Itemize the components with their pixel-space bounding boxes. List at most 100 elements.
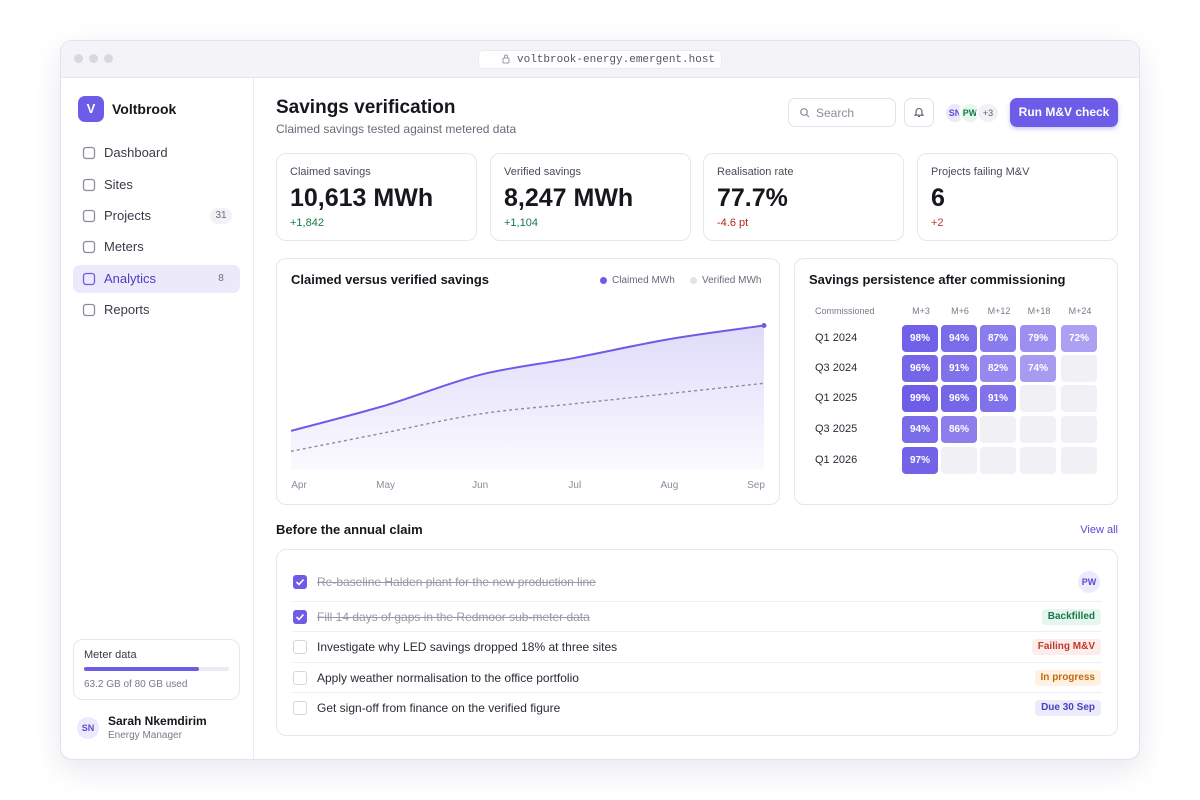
user-avatar: SN (77, 717, 99, 739)
icon (295, 578, 305, 586)
task-checkbox[interactable] (293, 640, 307, 654)
kpi-delta: +1,104 (504, 217, 538, 229)
header-more: +3 (976, 102, 1000, 124)
heatmap-column: M+12 (987, 306, 1011, 316)
heatmap-column: M+6 (951, 306, 969, 316)
user-name: Sarah Nkemdirim (108, 714, 207, 728)
icon (82, 146, 96, 160)
heatmap-empty (1020, 416, 1056, 443)
heatmap-empty (1061, 416, 1097, 443)
window-dot (89, 54, 98, 63)
nav-item[interactable]: Projects (104, 208, 151, 223)
task-text: Re-baseline Halden plant for the new pro… (317, 575, 596, 589)
task-checkbox[interactable] (293, 671, 307, 685)
heatmap-empty (1061, 385, 1097, 412)
icon (82, 178, 96, 192)
nav-active (73, 265, 240, 293)
kpi-card (703, 153, 904, 241)
heatmap-empty (980, 447, 1016, 474)
task-text: Fill 14 days of gaps in the Redmoor sub-… (317, 610, 590, 624)
storage-bar (84, 667, 199, 671)
search-icon (800, 108, 808, 116)
brand-name: Voltbrook (112, 101, 177, 117)
chart: Apr May Jun Jul Aug Sep (290, 323, 767, 491)
line (290, 382, 765, 452)
nav-icon (82, 178, 96, 192)
heatmap-empty (1020, 385, 1056, 412)
kpi-card (917, 153, 1118, 241)
heatmap-cell: 96% (941, 385, 977, 412)
task-tag: Failing M&V (1031, 639, 1101, 655)
kpi-label: Claimed savings (290, 166, 371, 178)
kpi-value: 77.7% (717, 184, 788, 212)
heatmap-cell: 98% (902, 325, 938, 352)
task-text: Investigate why LED savings dropped 18% … (317, 640, 618, 654)
kpi-label: Projects failing M&V (931, 166, 1030, 178)
search-box[interactable] (788, 98, 896, 127)
tasks-card (276, 549, 1118, 736)
task-tag: In progress (1034, 670, 1101, 686)
search-icon (806, 114, 810, 118)
lock-icon (502, 57, 510, 64)
tasks-link[interactable]: View all (1080, 524, 1118, 536)
nav-badge: 31 (210, 208, 232, 224)
heatmap-cell: 97% (902, 447, 938, 474)
nav-item[interactable]: Reports (104, 302, 150, 317)
heatmap-row-label: Q1 2025 (815, 392, 858, 404)
heatmap-title: Savings persistence after commissioning (809, 272, 1066, 287)
window-dot (74, 54, 83, 63)
legend-dot (600, 277, 607, 284)
heatmap-row-label: Q1 2026 (815, 454, 858, 466)
run-button[interactable]: Run M&V check (1010, 98, 1118, 127)
nav-icon (82, 146, 96, 160)
heatmap-cell: 79% (1020, 325, 1056, 352)
heatmap-cell: 82% (980, 355, 1016, 382)
task-divider (292, 601, 1102, 602)
legend-label: Claimed MWh (612, 275, 675, 286)
kpi-delta: +1,842 (290, 217, 324, 229)
nav-item[interactable]: Sites (104, 177, 133, 192)
nav-item[interactable]: Analytics (104, 271, 157, 286)
heatmap-cell: 74% (1020, 355, 1056, 382)
task-checkbox[interactable] (293, 575, 307, 589)
bell-button[interactable] (904, 98, 934, 127)
url: voltbrook-energy.emergent.host (517, 54, 716, 66)
x-tick-label: May (376, 480, 395, 491)
icon (82, 240, 96, 254)
task-checkbox[interactable] (293, 701, 307, 715)
heatmap-empty (1061, 355, 1097, 382)
x-tick-label: Apr (291, 480, 307, 491)
check-icon (295, 613, 305, 621)
heatmap-column: M+24 (1068, 306, 1092, 316)
bell-icon (913, 108, 925, 118)
icon (913, 108, 925, 118)
kpi-label: Realisation rate (717, 166, 794, 178)
task-divider (292, 631, 1102, 632)
heatmap-cell: 91% (980, 385, 1016, 412)
heatmap-column: M+3 (912, 306, 930, 316)
heatmap-row-label: Q3 2024 (815, 362, 858, 374)
task-tag: Due 30 Sep (1035, 700, 1101, 716)
kpi-card (490, 153, 691, 241)
icon (82, 209, 96, 223)
url-bar (478, 50, 722, 69)
nav-item[interactable]: Dashboard (104, 145, 168, 160)
tasks-title: Before the annual claim (276, 522, 423, 537)
nav-badge: 8 (218, 273, 224, 284)
heatmap-cell: 87% (980, 325, 1016, 352)
x-tick-label: Jun (472, 480, 488, 491)
legend-label: Verified MWh (702, 275, 762, 286)
line (290, 324, 765, 432)
heatmap-row-header: Commissioned (815, 306, 875, 316)
heatmap-cell: 86% (941, 416, 977, 443)
nav-item[interactable]: Meters (104, 239, 144, 254)
brand-logo: V (78, 96, 104, 122)
heatmap-cell: 94% (902, 416, 938, 443)
task-checkbox[interactable] (293, 610, 307, 624)
heatmap-cell: 91% (941, 355, 977, 382)
heatmap-cell: 99% (902, 385, 938, 412)
heatmap-empty (1020, 447, 1056, 474)
area (291, 325, 764, 470)
icon (502, 54, 510, 64)
